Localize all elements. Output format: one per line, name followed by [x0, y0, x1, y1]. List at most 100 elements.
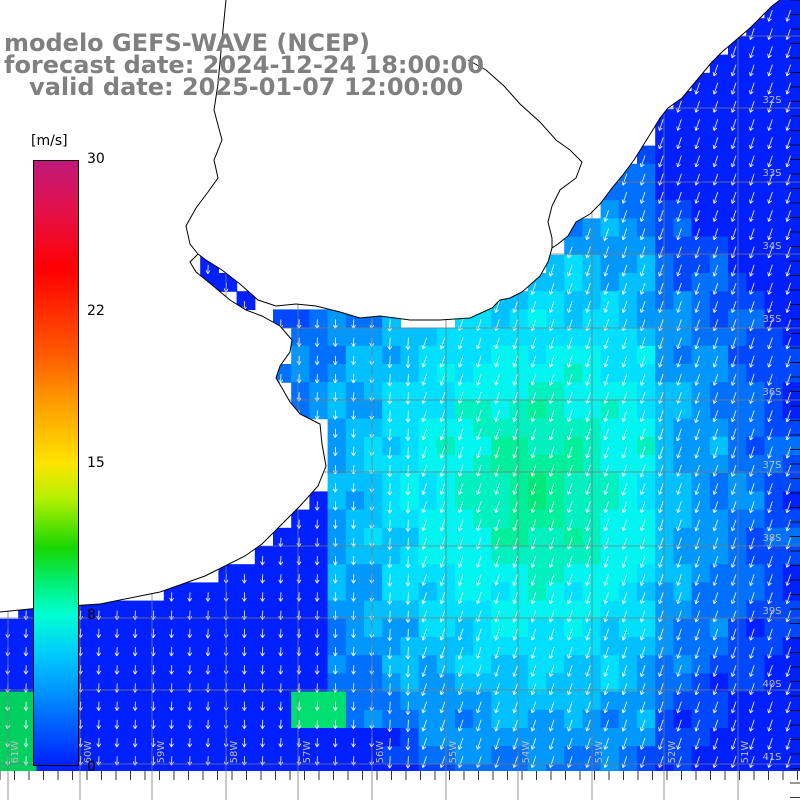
- wind-arrow-head: [369, 415, 372, 420]
- wind-arrow: [786, 301, 791, 313]
- wind-arrow-head: [785, 381, 788, 386]
- wind-arrow-head: [316, 525, 320, 529]
- wind-cell: [782, 564, 800, 583]
- wind-arrow: [513, 301, 518, 313]
- wind-cell: [455, 655, 474, 674]
- wind-arrow-head: [694, 708, 697, 714]
- wind-arrow-head: [476, 617, 478, 623]
- wind-arrow-head: [603, 272, 606, 277]
- wind-arrow-head: [586, 327, 590, 332]
- wind-arrow-head: [749, 344, 751, 350]
- wind-cell: [509, 400, 529, 420]
- wind-arrow-head: [786, 455, 791, 459]
- wind-arrow-head: [439, 363, 442, 368]
- wind-cell: [527, 455, 547, 474]
- wind-arrow-head: [548, 490, 551, 495]
- wind-cell: [327, 491, 347, 511]
- wind-arrow-head: [603, 617, 606, 623]
- wind-arrow-head: [659, 619, 663, 623]
- wind-arrow-head: [750, 400, 754, 404]
- wind-cell: [273, 637, 292, 656]
- wind-arrow-head: [512, 344, 515, 350]
- wind-arrow: [768, 246, 773, 259]
- wind-arrow: [622, 665, 628, 677]
- wind-arrow-head: [494, 454, 496, 459]
- wind-arrow-head: [531, 437, 536, 441]
- wind-arrow-head: [548, 599, 551, 604]
- wind-arrow-head: [695, 346, 700, 350]
- wind-arrow-head: [421, 745, 424, 750]
- wind-arrow-head: [585, 708, 587, 714]
- wind-arrow-head: [513, 528, 518, 532]
- wind-arrow-head: [332, 452, 336, 456]
- wind-cell: [600, 327, 620, 347]
- wind-arrow-head: [407, 473, 411, 478]
- wind-arrow-head: [512, 599, 515, 604]
- wind-arrow-head: [659, 309, 663, 313]
- wind-cell: [655, 418, 674, 438]
- wind-arrow: [695, 464, 700, 477]
- wind-arrow: [495, 683, 500, 695]
- wind-arrow-head: [421, 490, 424, 495]
- wind-arrow-head: [731, 182, 736, 186]
- wind-cell: [637, 709, 656, 729]
- wind-cell: [527, 473, 547, 492]
- wind-arrow-head: [23, 634, 27, 638]
- wind-arrow-head: [387, 618, 390, 623]
- wind-arrow-head: [767, 654, 769, 659]
- wind-cell: [455, 746, 474, 765]
- wind-arrow-head: [567, 727, 569, 732]
- wind-cell: [382, 345, 401, 365]
- wind-cell: [746, 509, 765, 529]
- wind-cell: [546, 273, 565, 292]
- wind-arrow-head: [421, 508, 424, 513]
- wind-arrow: [622, 683, 628, 695]
- wind-arrow-head: [712, 235, 715, 240]
- wind-arrow-head: [750, 509, 754, 514]
- wind-cell: [473, 509, 492, 529]
- wind-arrow-head: [785, 636, 788, 641]
- wind-arrow-head: [786, 582, 791, 586]
- wind-arrow: [567, 282, 573, 295]
- wind-cell: [200, 582, 219, 602]
- wind-arrow-head: [640, 509, 645, 514]
- wind-arrow-head: [387, 345, 390, 350]
- wind-cell: [273, 691, 292, 711]
- wind-arrow-head: [422, 473, 427, 477]
- wind-arrow-head: [278, 597, 281, 602]
- wind-arrow-head: [422, 491, 427, 495]
- wind-arrow-head: [639, 417, 642, 422]
- wind-arrow: [476, 628, 482, 642]
- wind-arrow-head: [604, 491, 609, 495]
- wind-cell: [491, 728, 511, 747]
- wind-arrow: [677, 701, 682, 714]
- wind-cell: [291, 673, 310, 693]
- wind-arrow-head: [512, 381, 515, 386]
- wind-arrow-head: [96, 688, 99, 693]
- wind-cell: [163, 728, 183, 747]
- wind-cell: [691, 291, 711, 310]
- wind-arrow: [531, 719, 537, 732]
- wind-cell: [509, 418, 529, 438]
- wind-cell: [782, 491, 800, 511]
- wind-arrow: [389, 428, 391, 441]
- wind-arrow-head: [659, 546, 663, 550]
- wind-arrow: [749, 756, 755, 768]
- wind-arrow-head: [676, 472, 678, 477]
- wind-arrow-head: [369, 506, 372, 511]
- wind-arrow-head: [457, 636, 460, 641]
- wind-cell: [400, 345, 420, 365]
- wind-cell: [455, 473, 474, 492]
- wind-arrow-head: [458, 327, 463, 332]
- wind-arrow-head: [422, 346, 427, 350]
- wind-arrow: [476, 555, 482, 568]
- wind-arrow: [658, 446, 664, 460]
- wind-arrow-head: [586, 400, 590, 404]
- wind-arrow-head: [314, 743, 318, 748]
- wind-arrow-head: [749, 162, 751, 168]
- wind-arrow-head: [476, 490, 478, 495]
- wind-arrow-head: [23, 688, 27, 693]
- wind-cell: [400, 473, 420, 492]
- wind-cell: [782, 691, 800, 711]
